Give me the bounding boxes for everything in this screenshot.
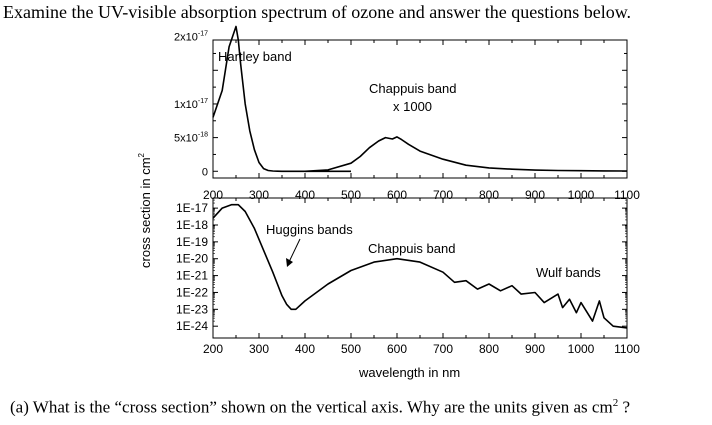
y-axis-label: cross section in cm2	[137, 152, 153, 268]
annotation-huggins-bands: Huggins bands	[266, 222, 353, 237]
x-tick-label: 300	[249, 342, 269, 356]
huggins-arrowhead	[286, 258, 293, 267]
y-tick-label: 1E-22	[176, 285, 208, 299]
y-tick-label: 1E-24	[176, 319, 208, 333]
y-axis-label-sup: 2	[137, 152, 146, 157]
y-tick-label-base: 1x10	[174, 99, 198, 111]
question-sup: 2	[612, 397, 619, 409]
bottom-panel-x-tick-labels: 200 300 400 500 600 700 800 900 1000 1100	[203, 342, 640, 356]
x-tick-label: 200	[203, 342, 223, 356]
question-end: ?	[618, 397, 630, 417]
y-tick-label-base: 2x10	[174, 32, 198, 44]
x-tick-label: 900	[525, 342, 545, 356]
bottom-panel-series	[212, 203, 628, 329]
y-axis-label-base: cross section in cm	[138, 157, 153, 268]
x-tick-label: 400	[295, 342, 315, 356]
y-tick-label: 1E-19	[176, 235, 208, 249]
y-tick-label-base: 5x10	[174, 133, 198, 145]
bottom-panel-ticks	[212, 198, 628, 338]
y-tick-label: 1x10-17	[174, 98, 208, 111]
huggins-arrow	[288, 238, 301, 263]
y-tick-label-exponent: -17	[198, 31, 208, 38]
question-a: (a) What is the “cross section” shown on…	[10, 397, 630, 418]
y-tick-label-base: 0	[202, 166, 208, 178]
series-line-1-0	[212, 203, 628, 329]
y-tick-label: 1E-21	[176, 269, 208, 283]
x-tick-label: 1000	[568, 342, 595, 356]
x-tick-label: 700	[433, 342, 453, 356]
annotation-chappuis-band-top: Chappuis band	[369, 81, 456, 96]
y-tick-label: 1E-20	[176, 252, 208, 266]
top-panel-x-tick-labels: 200 300 400 500 600 700 800 900 1000 1100	[203, 188, 640, 202]
x-axis-label: wavelength in nm	[358, 365, 460, 380]
series-line-0-0	[212, 25, 351, 173]
annotation-x1000: x 1000	[393, 99, 432, 114]
y-tick-label: 2x10-17	[174, 31, 208, 44]
x-tick-label: 1100	[614, 342, 640, 356]
question-text: (a) What is the “cross section” shown on…	[10, 397, 613, 417]
x-tick-label: 500	[341, 342, 361, 356]
x-tick-label: 600	[387, 342, 407, 356]
bottom-panel-y-tick-labels: 1E-17 1E-18 1E-19 1E-20 1E-21 1E-22 1E-23 1E-24	[176, 201, 208, 333]
annotation-hartley-band: Hartley band	[218, 49, 292, 64]
annotation-wulf-bands: Wulf bands	[536, 265, 601, 280]
y-tick-label-exponent: -17	[198, 98, 208, 105]
annotation-chappuis-band-bottom: Chappuis band	[368, 241, 455, 256]
y-tick-label-exponent: -18	[198, 132, 208, 139]
top-panel-ticks	[212, 40, 628, 178]
y-tick-label: 1E-18	[176, 218, 208, 232]
y-tick-label: 1E-23	[176, 302, 208, 316]
x-tick-label: 800	[479, 342, 499, 356]
top-panel-series	[212, 25, 628, 173]
series-line-0-1	[304, 136, 628, 173]
intro-text: Examine the UV-visible absorption spectr…	[3, 2, 632, 22]
y-tick-label: 5x10-18	[174, 132, 208, 145]
y-tick-label: 1E-17	[176, 201, 208, 215]
y-tick-label: 0	[202, 166, 208, 178]
